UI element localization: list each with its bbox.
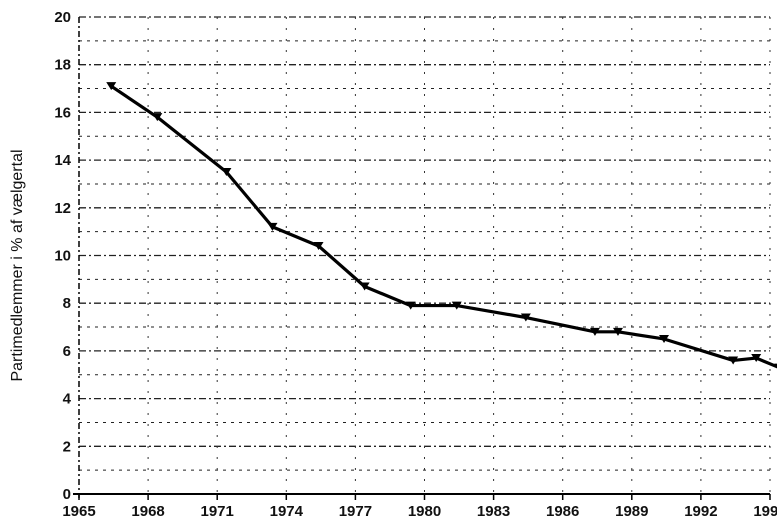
data-point-marker xyxy=(612,327,623,336)
x-tick-labels: 1965 1968 1971 1974 1977 1980 1983 1986 1989 1992… xyxy=(62,494,777,519)
x-tick-label: 1980 xyxy=(408,503,441,519)
data-point-marker xyxy=(659,334,670,343)
x-tick-label: 1977 xyxy=(339,503,372,519)
x-tick-label: 1986 xyxy=(546,503,579,519)
data-point-marker xyxy=(106,82,117,91)
data-point-marker xyxy=(728,356,739,365)
x-tick-label: 1974 xyxy=(270,503,304,519)
grid-lines xyxy=(79,16,771,494)
y-tick-label: 16 xyxy=(54,104,71,121)
y-tick-label: 20 xyxy=(54,9,71,26)
data-point-marker xyxy=(520,313,531,322)
y-axis-title: Partimedlemmer i % af vælgertal xyxy=(9,149,26,381)
y-tick-label: 4 xyxy=(63,391,72,408)
x-tick-label: 1995 xyxy=(753,503,777,519)
data-point-marker xyxy=(451,301,462,310)
x-tick-label: 1992 xyxy=(684,503,717,519)
x-tick-label: 1968 xyxy=(131,503,164,519)
y-tick-label: 18 xyxy=(54,57,71,74)
series xyxy=(106,82,777,369)
y-tick-label: 8 xyxy=(63,295,71,312)
data-point-marker xyxy=(751,354,762,363)
data-point-marker xyxy=(405,301,416,310)
data-point-marker xyxy=(774,363,777,369)
y-tick-label: 6 xyxy=(63,343,71,360)
axes xyxy=(73,17,770,498)
series-line xyxy=(109,84,777,369)
y-tick-label: 0 xyxy=(63,486,71,503)
x-tick-label: 1965 xyxy=(62,503,95,519)
data-point-marker xyxy=(359,282,370,291)
data-point-marker xyxy=(152,113,163,122)
x-tick-label: 1989 xyxy=(615,503,648,519)
data-point-marker xyxy=(267,222,278,231)
y-tick-label: 14 xyxy=(54,152,71,169)
y-tick-label: 12 xyxy=(54,200,71,217)
data-point-marker xyxy=(313,241,324,250)
y-tick-label: 2 xyxy=(63,438,71,455)
x-tick-label: 1983 xyxy=(477,503,510,519)
y-tick-labels: 0 2 4 6 8 10 12 14 16 18 20 xyxy=(54,9,71,503)
y-tick-label: 10 xyxy=(54,248,71,265)
x-tick-label: 1971 xyxy=(201,503,234,519)
data-point-marker xyxy=(589,327,600,336)
data-point-marker xyxy=(221,168,232,177)
